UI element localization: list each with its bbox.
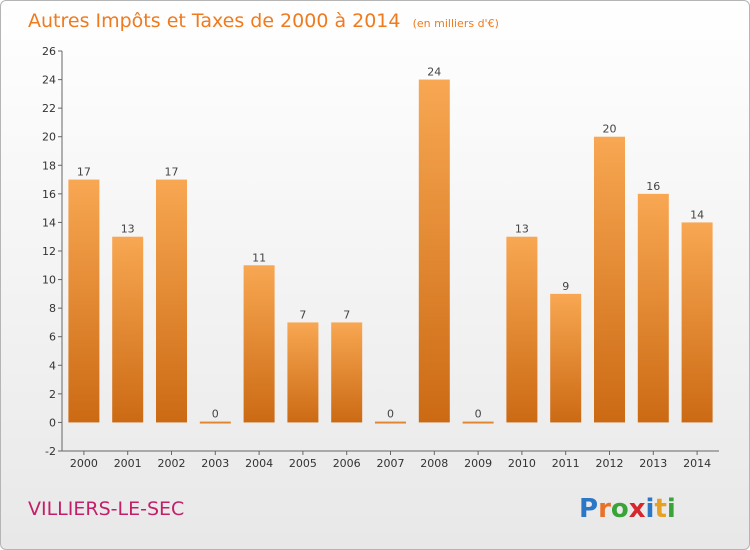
y-tick-label: 12 — [42, 245, 56, 258]
y-tick-label: 2 — [49, 388, 56, 401]
x-tick-label-2000: 2000 — [70, 457, 98, 470]
x-tick-label-2014: 2014 — [683, 457, 711, 470]
logo-letter: P — [579, 494, 598, 524]
x-tick-labels: 2000 2001 2002 2003 2004 2005 2006 2007 2008 2009… — [70, 457, 711, 470]
x-tick-label-2001: 2001 — [114, 457, 142, 470]
bar-2007 — [375, 421, 406, 424]
value-label-2006: 7 — [343, 308, 350, 321]
value-label-2000: 17 — [77, 166, 91, 179]
bar-2001 — [112, 236, 144, 423]
value-label-2003: 0 — [212, 407, 219, 420]
x-tick-label-2003: 2003 — [201, 457, 229, 470]
value-label-2008: 24 — [427, 66, 441, 79]
bar-2011 — [550, 293, 582, 423]
value-label-2001: 13 — [121, 223, 135, 236]
bar-2000 — [68, 179, 100, 423]
value-label-2004: 11 — [252, 251, 266, 264]
value-label-2005: 7 — [299, 308, 306, 321]
logo-letter: i — [646, 494, 655, 524]
y-tick-label: 14 — [42, 216, 56, 229]
logo-letter: o — [611, 494, 629, 524]
bar-2004 — [243, 265, 275, 423]
bar-2009 — [462, 421, 494, 424]
proxiti-logo: Proxiti — [579, 494, 676, 524]
value-label-2014: 14 — [690, 208, 704, 221]
value-label-2012: 20 — [603, 123, 617, 136]
x-tick-label-2012: 2012 — [596, 457, 624, 470]
value-label-2009: 0 — [475, 407, 482, 420]
logo-letter: i — [667, 494, 676, 524]
y-tick-label: 18 — [42, 159, 56, 172]
bar-2014 — [681, 222, 713, 423]
axes — [58, 50, 719, 455]
bars — [68, 79, 713, 424]
bar-2008 — [418, 79, 450, 423]
bar-2005 — [287, 322, 319, 423]
chart-title: Autres Impôts et Taxes de 2000 à 2014 (e… — [28, 10, 499, 32]
value-label-2010: 13 — [515, 223, 529, 236]
bar-2006 — [331, 322, 363, 423]
value-label-2007: 0 — [387, 407, 394, 420]
x-tick-label-2006: 2006 — [333, 457, 361, 470]
bar-2013 — [637, 193, 669, 423]
logo-letter: r — [598, 494, 611, 524]
x-tick-label-2009: 2009 — [464, 457, 492, 470]
y-tick-label: 24 — [42, 74, 56, 87]
value-label-2002: 17 — [165, 166, 179, 179]
x-tick-label-2010: 2010 — [508, 457, 536, 470]
x-tick-label-2005: 2005 — [289, 457, 317, 470]
y-tick-label: 0 — [49, 416, 56, 429]
x-tick-label-2011: 2011 — [552, 457, 580, 470]
logo-letter: x — [629, 494, 646, 524]
bar-2002 — [156, 179, 187, 423]
y-tick-label: 16 — [42, 188, 56, 201]
y-tick-label: 22 — [42, 102, 56, 115]
y-tick-label: 8 — [49, 302, 56, 315]
y-tick-label: -2 — [45, 445, 56, 458]
x-tick-label-2008: 2008 — [420, 457, 448, 470]
x-tick-label-2013: 2013 — [639, 457, 667, 470]
x-tick-label-2007: 2007 — [377, 457, 405, 470]
chart-title-main: Autres Impôts et Taxes de 2000 à 2014 — [28, 10, 401, 32]
logo-letter: t — [654, 494, 666, 524]
x-tick-label-2002: 2002 — [158, 457, 186, 470]
bar-2003 — [199, 421, 231, 424]
y-tick-label: 4 — [49, 359, 56, 372]
x-tick-label-2004: 2004 — [245, 457, 273, 470]
value-label-2011: 9 — [562, 280, 569, 293]
bar-2012 — [594, 136, 625, 423]
value-label-2013: 16 — [646, 180, 660, 193]
place-name: VILLIERS-LE-SEC — [28, 498, 184, 520]
y-tick-label: 20 — [42, 131, 56, 144]
bar-2010 — [506, 236, 538, 423]
value-labels: 17 13 17 0 11 7 7 0 24 0 13 9 20 16 14 — [77, 66, 704, 421]
chart-subtitle: (en milliers d'€) — [413, 17, 499, 30]
y-tick-label: 26 — [42, 45, 56, 58]
y-tick-label: 10 — [42, 274, 56, 287]
y-tick-label: 6 — [49, 331, 56, 344]
